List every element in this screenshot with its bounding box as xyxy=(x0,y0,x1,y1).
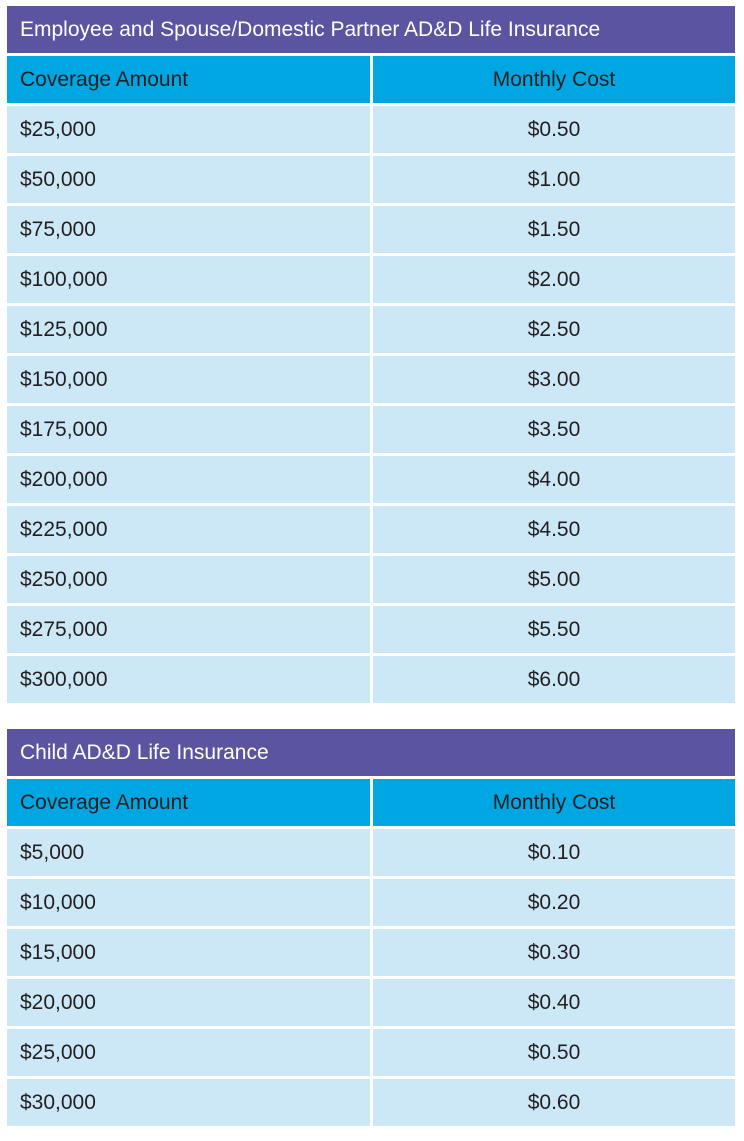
table-row: $50,000 $1.00 xyxy=(7,156,735,203)
monthly-cost-cell: $2.50 xyxy=(373,306,735,353)
monthly-cost-value: $6.00 xyxy=(527,667,581,691)
table-row: $225,000 $4.50 xyxy=(7,506,735,553)
monthly-cost-value: $0.40 xyxy=(527,990,581,1014)
monthly-cost-value: $4.00 xyxy=(527,467,581,491)
monthly-cost-cell: $1.50 xyxy=(373,206,735,253)
table-row: $175,000 $3.50 xyxy=(7,406,735,453)
table-body: $5,000 $0.10 $10,000 $0.20 $15,000 $0.30 $20,0… xyxy=(7,829,735,1126)
table-row: $25,000 $0.50 xyxy=(7,1029,735,1076)
table-row: $200,000 $4.00 xyxy=(7,456,735,503)
monthly-cost-value: $0.50 xyxy=(527,1040,581,1064)
coverage-amount-cell: $150,000 xyxy=(7,356,370,403)
monthly-cost-cell: $6.00 xyxy=(373,656,735,703)
coverage-amount-cell: $300,000 xyxy=(7,656,370,703)
monthly-cost-value: $3.50 xyxy=(527,417,581,441)
employee-spouse-add-table: Employee and Spouse/Domestic Partner AD&… xyxy=(7,6,735,703)
table-title: Employee and Spouse/Domestic Partner AD&… xyxy=(7,6,735,53)
monthly-cost-value: $5.00 xyxy=(527,567,581,591)
column-header-monthly-cost: Monthly Cost xyxy=(373,56,735,103)
table-row: $150,000 $3.00 xyxy=(7,356,735,403)
monthly-cost-value: $0.50 xyxy=(527,117,581,141)
monthly-cost-value: $2.00 xyxy=(527,267,581,291)
table-row: $15,000 $0.30 xyxy=(7,929,735,976)
table-row: $250,000 $5.00 xyxy=(7,556,735,603)
monthly-cost-cell: $3.50 xyxy=(373,406,735,453)
coverage-amount-cell: $20,000 xyxy=(7,979,370,1026)
table-row: $125,000 $2.50 xyxy=(7,306,735,353)
coverage-amount-cell: $75,000 xyxy=(7,206,370,253)
coverage-amount-cell: $100,000 xyxy=(7,256,370,303)
table-row: $20,000 $0.40 xyxy=(7,979,735,1026)
monthly-cost-value: $0.60 xyxy=(527,1090,581,1114)
monthly-cost-value: $2.50 xyxy=(527,317,581,341)
table-header-row: Coverage Amount Monthly Cost xyxy=(7,56,735,103)
coverage-amount-cell: $50,000 xyxy=(7,156,370,203)
monthly-cost-cell: $5.00 xyxy=(373,556,735,603)
monthly-cost-value: $4.50 xyxy=(527,517,581,541)
table-header-row: Coverage Amount Monthly Cost xyxy=(7,779,735,826)
monthly-cost-cell: $2.00 xyxy=(373,256,735,303)
coverage-amount-cell: $25,000 xyxy=(7,1029,370,1076)
coverage-amount-cell: $15,000 xyxy=(7,929,370,976)
coverage-amount-cell: $125,000 xyxy=(7,306,370,353)
monthly-cost-value: $1.50 xyxy=(527,217,581,241)
coverage-amount-cell: $200,000 xyxy=(7,456,370,503)
monthly-cost-cell: $0.40 xyxy=(373,979,735,1026)
monthly-cost-cell: $0.20 xyxy=(373,879,735,926)
coverage-amount-cell: $25,000 xyxy=(7,106,370,153)
coverage-amount-cell: $275,000 xyxy=(7,606,370,653)
monthly-cost-cell: $5.50 xyxy=(373,606,735,653)
table-body: $25,000 $0.50 $50,000 $1.00 $75,000 $1.50 $100… xyxy=(7,106,735,703)
coverage-amount-cell: $30,000 xyxy=(7,1079,370,1126)
coverage-amount-cell: $5,000 xyxy=(7,829,370,876)
coverage-amount-cell: $225,000 xyxy=(7,506,370,553)
monthly-cost-cell: $0.50 xyxy=(373,1029,735,1076)
table-row: $10,000 $0.20 xyxy=(7,879,735,926)
table-row: $100,000 $2.00 xyxy=(7,256,735,303)
monthly-cost-cell: $4.50 xyxy=(373,506,735,553)
monthly-cost-cell: $4.00 xyxy=(373,456,735,503)
coverage-amount-cell: $10,000 xyxy=(7,879,370,926)
monthly-cost-value: $0.30 xyxy=(527,940,581,964)
coverage-amount-cell: $250,000 xyxy=(7,556,370,603)
monthly-cost-value: $0.10 xyxy=(527,840,581,864)
table-row: $5,000 $0.10 xyxy=(7,829,735,876)
coverage-amount-cell: $175,000 xyxy=(7,406,370,453)
table-row: $300,000 $6.00 xyxy=(7,656,735,703)
child-add-table: Child AD&D Life Insurance Coverage Amoun… xyxy=(7,729,735,1126)
monthly-cost-value: $3.00 xyxy=(527,367,581,391)
monthly-cost-cell: $3.00 xyxy=(373,356,735,403)
monthly-cost-cell: $0.30 xyxy=(373,929,735,976)
monthly-cost-value: $5.50 xyxy=(527,617,581,641)
monthly-cost-cell: $0.60 xyxy=(373,1079,735,1126)
table-row: $75,000 $1.50 xyxy=(7,206,735,253)
monthly-cost-value: $1.00 xyxy=(527,167,581,191)
table-row: $25,000 $0.50 xyxy=(7,106,735,153)
column-header-coverage: Coverage Amount xyxy=(7,56,370,103)
monthly-cost-cell: $0.50 xyxy=(373,106,735,153)
monthly-cost-cell: $1.00 xyxy=(373,156,735,203)
table-title: Child AD&D Life Insurance xyxy=(7,729,735,776)
column-header-coverage: Coverage Amount xyxy=(7,779,370,826)
table-row: $30,000 $0.60 xyxy=(7,1079,735,1126)
monthly-cost-value: $0.20 xyxy=(527,890,581,914)
monthly-cost-cell: $0.10 xyxy=(373,829,735,876)
column-header-monthly-cost: Monthly Cost xyxy=(373,779,735,826)
table-row: $275,000 $5.50 xyxy=(7,606,735,653)
